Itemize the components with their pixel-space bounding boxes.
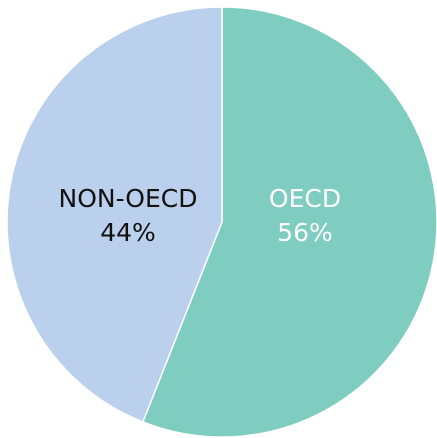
pie-slice-oecd bbox=[141, 6, 437, 438]
pie-slice-non-oecd bbox=[6, 6, 223, 423]
slice-value-non-oecd: 44% bbox=[100, 218, 156, 247]
slice-label-non-oecd: NON-OECD bbox=[59, 184, 198, 213]
slice-value-oecd: 56% bbox=[277, 218, 333, 247]
slice-label-oecd: OECD bbox=[269, 184, 341, 213]
